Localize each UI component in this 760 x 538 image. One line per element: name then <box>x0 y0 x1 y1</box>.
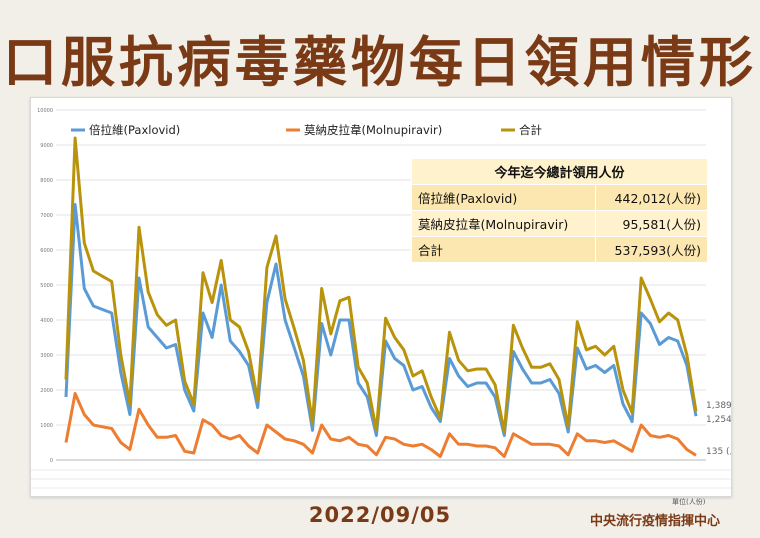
summary-row: 倍拉維(Paxlovid) 442,012(人份) <box>411 184 709 211</box>
summary-table: 今年迄今總計領用人份 倍拉維(Paxlovid) 442,012(人份) 莫納皮… <box>411 158 709 263</box>
y-axis: 0 1000 2000 3000 4000 5000 6000 7000 8000 9000 100… <box>37 108 53 464</box>
y-tick-label: 4000 <box>40 318 53 324</box>
end-label-molnupiravir: 135 (人份) <box>706 445 731 457</box>
legend-label-molnupiravir: 莫納皮拉韋(Molnupiravir) <box>304 123 442 137</box>
y-tick-label: 10000 <box>37 108 53 114</box>
y-tick-label: 6000 <box>40 248 53 254</box>
series-line-molnupiravir <box>64 392 697 458</box>
organization-name: 中央流行疫情指揮中心 <box>590 514 721 529</box>
report-date: 2022/09/05 <box>308 503 452 527</box>
chart-lines <box>64 136 698 458</box>
summary-label: 莫納皮拉韋(Molnupiravir) <box>411 210 596 237</box>
chart-card: 0 1000 2000 3000 4000 5000 6000 7000 8000 9000 100… <box>30 97 732 497</box>
legend-label-paxlovid: 倍拉維(Paxlovid) <box>89 123 180 137</box>
summary-value: 95,581(人份) <box>594 210 709 237</box>
y-tick-label: 1000 <box>40 423 53 429</box>
summary-row: 合計 537,593(人份) <box>411 236 709 263</box>
summary-header: 今年迄今總計領用人份 <box>411 158 708 185</box>
page-title: 口服抗病毒藥物每日領用情形 <box>3 31 757 94</box>
x-axis <box>31 459 731 489</box>
y-tick-label: 0 <box>50 458 53 464</box>
summary-label: 倍拉維(Paxlovid) <box>411 184 596 211</box>
y-tick-label: 9000 <box>40 143 53 149</box>
y-tick-label: 2000 <box>40 388 53 394</box>
unit-note: 單位(人份) <box>672 498 706 506</box>
end-labels: 1,389 (人份) 1,254 (人份) 135 (人份) <box>706 399 731 457</box>
line-chart: 0 1000 2000 3000 4000 5000 6000 7000 8000 9000 100… <box>31 108 731 489</box>
summary-label: 合計 <box>411 236 596 263</box>
y-tick-label: 5000 <box>40 283 53 289</box>
summary-value: 442,012(人份) <box>594 184 709 211</box>
legend-label-total: 合計 <box>519 123 542 137</box>
end-label-total: 1,389 (人份) <box>706 399 731 411</box>
chart-grid <box>56 109 706 461</box>
y-tick-label: 8000 <box>40 178 53 184</box>
y-tick-label: 7000 <box>40 213 53 219</box>
end-label-paxlovid: 1,254 (人份) <box>706 413 731 425</box>
summary-value: 537,593(人份) <box>594 236 709 263</box>
series-line-total <box>64 136 698 434</box>
chart-legend: 倍拉維(Paxlovid) 莫納皮拉韋(Molnupiravir) 合計 <box>71 123 542 137</box>
y-tick-label: 3000 <box>40 353 53 359</box>
summary-row: 莫納皮拉韋(Molnupiravir) 95,581(人份) <box>411 210 709 237</box>
